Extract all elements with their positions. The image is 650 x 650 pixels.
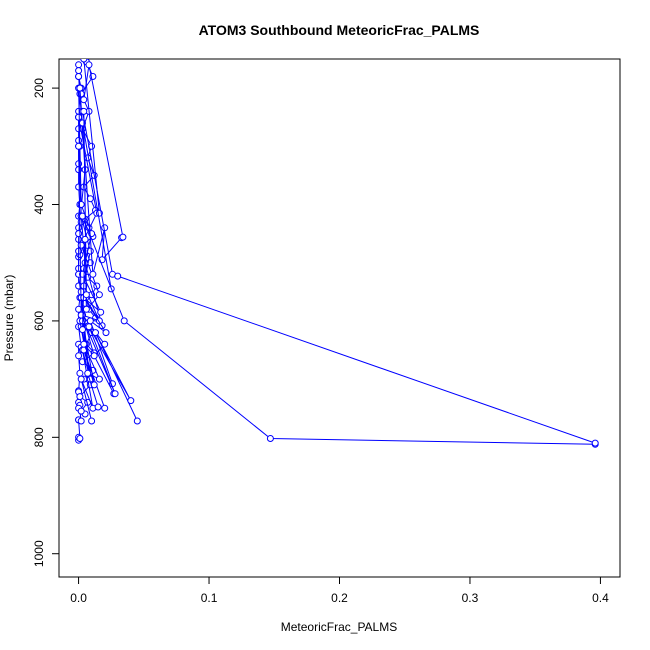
- series-line-14: [117, 275, 596, 444]
- data-point: [76, 435, 84, 442]
- data-point: [75, 352, 83, 360]
- data-point: [127, 397, 135, 405]
- y-axis: 200 400 600 800 1000: [32, 78, 60, 567]
- data-point: [75, 230, 83, 238]
- x-axis: 0.0 0.1 0.2 0.3 0.4: [70, 576, 609, 605]
- data-point: [82, 305, 90, 313]
- data-point: [76, 369, 84, 377]
- series-line-10: [82, 122, 112, 289]
- data-point: [75, 113, 83, 121]
- series-line-4: [78, 117, 101, 408]
- data-point: [79, 326, 86, 334]
- plot-border: [58, 58, 621, 578]
- data-point: [120, 317, 128, 325]
- x-tick-label: 0.2: [331, 591, 348, 605]
- data-point: [101, 404, 109, 412]
- y-tick-label: 600: [32, 311, 46, 331]
- data-point: [94, 403, 102, 411]
- data-point: [95, 291, 103, 299]
- chart-title: ATOM3 Southbound MeteoricFrac_PALMS: [199, 22, 480, 38]
- data-point: [75, 61, 83, 69]
- data-point: [80, 59, 88, 63]
- y-tick-label: 400: [32, 194, 46, 214]
- x-tick-label: 0.1: [201, 591, 218, 605]
- data-point: [119, 233, 127, 241]
- data-point: [84, 369, 92, 377]
- data-point: [80, 107, 88, 115]
- data-point: [77, 417, 85, 425]
- data-point: [81, 235, 89, 243]
- data-point: [88, 417, 96, 425]
- data-point: [102, 329, 110, 337]
- data-point: [80, 96, 88, 104]
- data-point: [80, 340, 88, 348]
- data-point: [86, 317, 94, 325]
- y-tick-label: 800: [32, 427, 46, 447]
- data-point: [76, 84, 84, 92]
- data-point: [95, 375, 103, 383]
- data-point: [75, 73, 83, 80]
- data-point: [79, 212, 86, 220]
- data-point: [133, 417, 141, 425]
- data-point: [89, 270, 97, 278]
- data-point: [591, 439, 599, 447]
- data-point: [111, 390, 119, 398]
- data-point: [266, 435, 274, 442]
- data-point: [92, 329, 99, 337]
- data-point: [85, 61, 93, 69]
- x-tick-label: 0.3: [462, 591, 479, 605]
- data-point: [82, 291, 90, 299]
- x-tick-label: 0.0: [70, 591, 87, 605]
- series-group: [75, 59, 599, 448]
- data-point: [97, 308, 105, 316]
- y-axis-label: Pressure (mbar): [2, 275, 16, 362]
- data-point: [77, 407, 85, 415]
- y-tick-label: 1000: [32, 540, 46, 567]
- data-point: [75, 67, 83, 75]
- data-point: [90, 352, 98, 360]
- data-point: [77, 375, 85, 383]
- series-line-11: [82, 215, 596, 445]
- data-point: [75, 142, 83, 150]
- data-point: [75, 137, 83, 144]
- data-point: [114, 272, 122, 280]
- x-axis-label: MeteoricFrac_PALMS: [281, 620, 397, 634]
- data-point: [85, 323, 93, 331]
- y-tick-label: 200: [32, 78, 46, 98]
- series-line-13: [82, 111, 113, 275]
- x-tick-label: 0.4: [592, 591, 609, 605]
- data-point: [76, 393, 84, 401]
- data-point: [77, 241, 85, 249]
